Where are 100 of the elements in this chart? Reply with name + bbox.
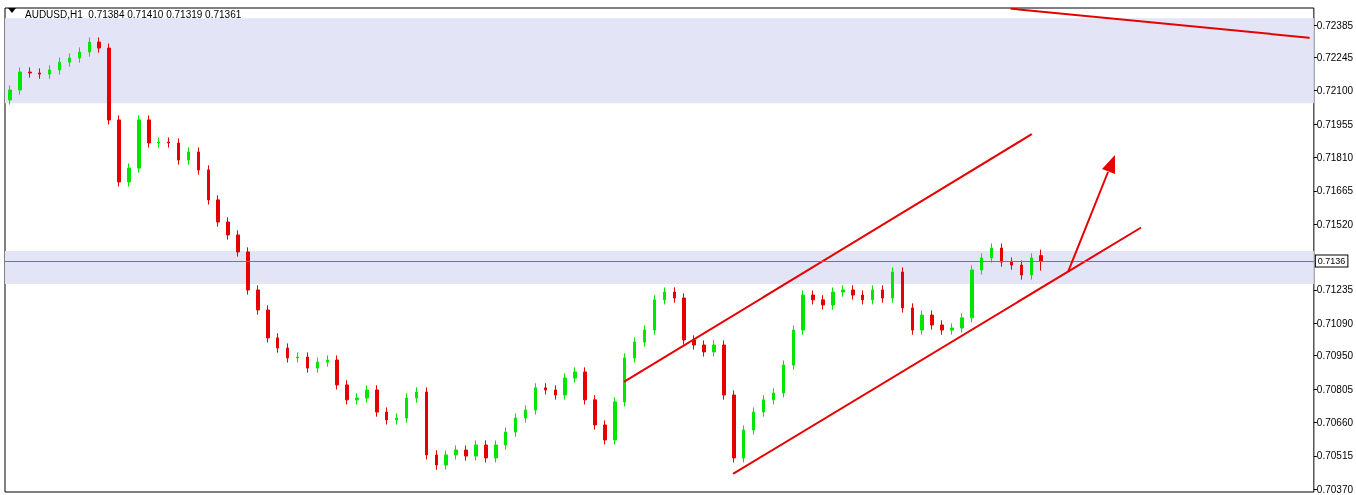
candlestick [673, 286, 676, 304]
candlestick [930, 309, 934, 331]
y-tick-label: 0.71955 [1316, 118, 1354, 130]
candlestick [712, 339, 716, 358]
candlestick [68, 52, 71, 68]
candlestick [563, 372, 567, 401]
candlestick [573, 366, 577, 384]
y-tick-label: 0.72245 [1316, 51, 1354, 63]
candlestick [772, 387, 775, 405]
candlestick [256, 284, 260, 316]
candlestick [28, 66, 32, 79]
candlestick [494, 439, 498, 464]
candlestick [762, 394, 765, 418]
candlestick [246, 246, 250, 296]
candlestick [385, 406, 388, 425]
candlestick [603, 419, 607, 446]
candlestick [405, 392, 408, 424]
y-tick-label: 0.70370 [1316, 483, 1354, 495]
candlestick [970, 264, 974, 323]
chart-title: AUDUSD,H1 0.71384 0.71410 0.71319 0.71361 [25, 8, 242, 20]
candlestick [881, 284, 884, 304]
candlestick [345, 379, 349, 405]
candlestick [454, 444, 458, 461]
candlestick [18, 66, 22, 96]
candlestick [1039, 249, 1043, 272]
candlestick [682, 292, 686, 346]
candlestick [633, 336, 636, 364]
candlestick [871, 284, 874, 305]
candlestick [484, 439, 488, 464]
candlestick [554, 384, 557, 401]
candlestick [901, 266, 904, 314]
candlestick [48, 64, 51, 80]
candlestick [920, 309, 924, 336]
candlestick [375, 384, 379, 418]
candlestick [197, 146, 200, 176]
candlestick [514, 412, 517, 438]
ref-line-label: 0.7136 [1317, 255, 1346, 266]
candlestick [38, 67, 41, 80]
candlestick [147, 114, 151, 149]
candlestick [127, 163, 131, 188]
candlestick [504, 427, 507, 451]
candlestick [306, 351, 309, 374]
candlestick [831, 286, 835, 311]
candlestick [544, 382, 547, 396]
y-tick-label: 0.70805 [1316, 383, 1354, 395]
candlestick [365, 384, 369, 404]
y-tick-label: 0.70660 [1316, 416, 1354, 428]
candlestick [226, 216, 230, 241]
candlestick [137, 114, 141, 174]
candlestick [296, 351, 299, 364]
candlestick [534, 382, 537, 416]
candlestick [58, 57, 61, 76]
candlestick [266, 304, 270, 343]
candlestick [702, 339, 706, 358]
candlestick [286, 342, 289, 364]
candlestick [841, 284, 845, 298]
candlestick [187, 146, 190, 166]
candlestick [821, 294, 825, 311]
candlestick [742, 424, 745, 464]
candlestick [464, 444, 468, 462]
candlestick [950, 322, 954, 336]
candlestick [335, 354, 339, 390]
candlestick [395, 412, 398, 425]
y-tick-label: 0.72100 [1316, 85, 1354, 97]
candlestick [216, 194, 220, 228]
candlestick [960, 312, 964, 334]
candlestick [583, 366, 587, 405]
y-tick-label: 0.71235 [1316, 284, 1354, 296]
candlestick [8, 84, 12, 106]
candlestick [97, 36, 101, 54]
candlestick [177, 137, 180, 166]
candlestick [157, 136, 160, 149]
candlestick [1000, 242, 1003, 268]
candlestick [1010, 256, 1013, 271]
candlestick [207, 164, 210, 205]
y-tick-label: 0.71810 [1316, 152, 1354, 164]
candlestick [653, 294, 656, 336]
candlestick [117, 114, 121, 188]
y-tick-label: 0.71665 [1316, 185, 1354, 197]
candlestick [613, 396, 617, 446]
candlestick [435, 449, 438, 471]
candlestick [415, 386, 418, 404]
candlestick [990, 242, 993, 264]
candlestick [326, 354, 329, 368]
candlestick [940, 319, 944, 336]
candlestick [911, 302, 914, 336]
candlestick [355, 392, 359, 405]
candlestick [316, 356, 319, 374]
candlestick [167, 136, 170, 149]
candlestick [1030, 252, 1033, 281]
candlestick [752, 406, 755, 436]
y-tick-label: 0.70515 [1316, 450, 1354, 462]
candlestick [88, 36, 91, 58]
y-tick-label: 0.71090 [1316, 317, 1354, 329]
candlestick [1020, 259, 1023, 281]
candlestick [801, 289, 805, 336]
candlestick [623, 352, 626, 408]
candlestick [425, 386, 428, 461]
candlestick [692, 334, 696, 351]
candlestick [643, 324, 646, 348]
